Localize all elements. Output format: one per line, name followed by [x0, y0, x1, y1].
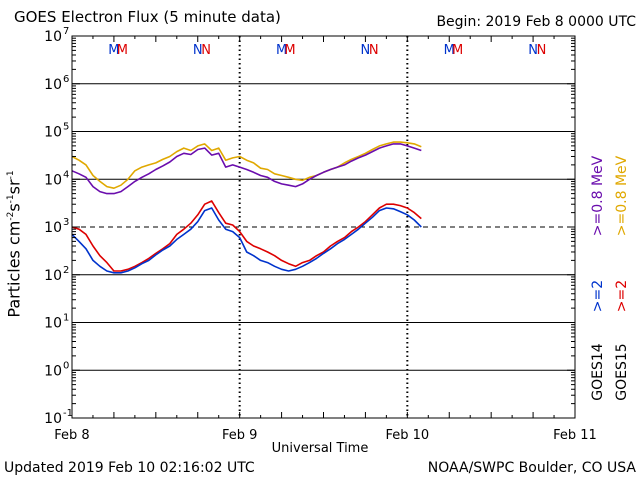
x-tick-label: Feb 10: [385, 428, 429, 443]
begin-time: Begin: 2019 Feb 8 0000 UTC: [436, 14, 636, 30]
y-axis-title: Particles cm-2s-1sr-1: [4, 170, 24, 318]
y-tick-exponent: 1: [63, 313, 69, 324]
y-tick-label: 10: [44, 29, 62, 45]
credit-line: NOAA/SWPC Boulder, CO USA: [427, 460, 636, 476]
chart-title: GOES Electron Flux (5 minute data): [14, 8, 281, 26]
y-tick-exponent: 2: [63, 265, 69, 276]
y-tick-exponent: 5: [63, 122, 69, 133]
legend-goes14: GOES14: [590, 343, 606, 401]
y-tick-exponent: 7: [63, 26, 69, 37]
y-tick-label: 10: [44, 77, 62, 93]
chart-grid: [72, 36, 575, 418]
y-tick-exponent: 0: [63, 360, 69, 371]
x-tick-label: Feb 11: [553, 428, 597, 443]
updated-time: Updated 2019 Feb 10 02:16:02 UTC: [4, 460, 255, 476]
y-tick-label: 10: [44, 411, 62, 427]
y-tick-label: 10: [44, 125, 62, 141]
legend-goes15-high: >=2: [614, 279, 630, 313]
satellite-marker: M: [108, 43, 119, 58]
satellite-marker: M: [117, 43, 128, 58]
satellite-marker: N: [537, 43, 547, 58]
satellite-markers: MM NN MM NN MM NN: [108, 43, 546, 58]
satellite-marker: M: [452, 43, 463, 58]
y-tick-label: 10: [44, 316, 62, 332]
x-axis-title: Universal Time: [271, 441, 369, 456]
series-line-2: [71, 200, 422, 272]
y-tick-exponent: 4: [63, 169, 69, 180]
satellite-marker: N: [201, 43, 211, 58]
satellite-marker: N: [193, 43, 203, 58]
satellite-marker: M: [444, 43, 455, 58]
y-tick-label: 10: [44, 220, 62, 236]
series-line-0: [71, 141, 422, 189]
satellite-marker: N: [361, 43, 371, 58]
y-tick-label: 10: [44, 172, 62, 188]
series-line-1: [71, 143, 422, 195]
legend-goes15: GOES15: [614, 343, 630, 401]
legend-goes14-high: >=2: [590, 279, 606, 313]
satellite-marker: N: [528, 43, 538, 58]
y-tick-exponent: 6: [63, 74, 69, 85]
chart-series: [71, 141, 422, 274]
y-tick-label: 10: [44, 268, 62, 284]
legend-goes15-low: >=0.8 MeV: [614, 155, 630, 237]
satellite-marker: N: [369, 43, 379, 58]
x-tick-label: Feb 8: [54, 428, 89, 443]
y-tick-label: 10: [44, 363, 62, 379]
series-line-3: [71, 207, 422, 274]
satellite-marker: M: [284, 43, 295, 58]
y-tick-exponent: -1: [63, 408, 73, 419]
legend-goes14-low: >=0.8 MeV: [590, 155, 606, 237]
y-tick-exponent: 3: [63, 217, 69, 228]
satellite-marker: M: [276, 43, 287, 58]
x-tick-label: Feb 9: [222, 428, 257, 443]
